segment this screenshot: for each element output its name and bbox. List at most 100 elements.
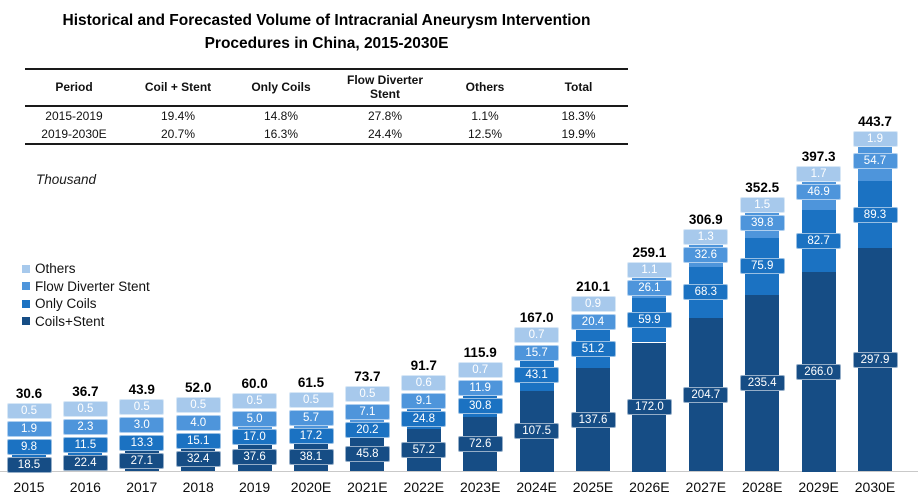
bar-value-label: 0.5 (288, 392, 334, 409)
bar-value-label: 1.3 (683, 228, 729, 245)
bar-value-label: 46.9 (796, 184, 842, 201)
table-cell: 20.7% (160, 126, 196, 141)
table-cell: 16.3% (263, 126, 299, 141)
bar-value-label: 5.7 (288, 410, 334, 427)
bar-value-label: 89.3 (852, 206, 898, 223)
legend-item-only-coils: Only Coils (22, 295, 150, 313)
table-row: 2019-2030E 20.7% 16.3% 24.4% 12.5% 19.9% (25, 125, 628, 144)
bar-value-label: 0.5 (119, 399, 165, 416)
table-header-total: Total (564, 80, 593, 95)
bar-value-label: 20.4 (570, 314, 616, 331)
bar-value-label: 1.5 (739, 197, 785, 214)
table-cell: 1.1% (471, 108, 499, 123)
table-cell: 19.9% (561, 126, 596, 141)
legend-swatch-icon (22, 264, 30, 273)
table-cell: 12.5% (467, 126, 503, 141)
bar-value-label: 1.7 (796, 166, 842, 183)
bar-value-label: 15.7 (514, 344, 560, 361)
bar-value-label: 9.1 (401, 393, 447, 410)
bar-value-label: 54.7 (852, 152, 898, 169)
bar-total-label: 306.9 (688, 211, 723, 227)
bar-value-label: 297.9 (852, 351, 898, 368)
x-axis-label: 2028E (741, 479, 783, 495)
bar-value-label: 38.1 (288, 449, 334, 466)
bar-value-label: 3.0 (119, 417, 165, 434)
bar-value-label: 1.1 (626, 261, 672, 278)
bar-value-label: 32.4 (175, 451, 221, 468)
table-header-row: Period Coil + Stent Only Coils Flow Dive… (25, 69, 628, 106)
bar-value-label: 172.0 (626, 399, 672, 415)
bar-value-label: 20.2 (344, 421, 390, 438)
bar-value-label: 57.2 (401, 442, 447, 459)
bar-value-label: 266.0 (796, 363, 842, 380)
bar-value-label: 1.9 (852, 131, 898, 148)
bar-total-label: 91.7 (410, 358, 437, 374)
bar-segment-flow-diverter-stent (294, 425, 328, 431)
cagr-table: Period Coil + Stent Only Coils Flow Dive… (25, 68, 628, 145)
bar-value-label: 17.2 (288, 428, 334, 445)
bar-value-label: 27.1 (119, 453, 165, 470)
table-cell: 27.8% (367, 108, 403, 123)
bar-value-label: 72.6 (457, 436, 503, 453)
x-axis-label: 2017 (126, 479, 158, 495)
bar-total-label: 61.5 (297, 375, 325, 391)
bar-value-label: 24.8 (401, 411, 447, 428)
bar-value-label: 37.6 (232, 449, 278, 466)
bar-value-label: 68.3 (683, 284, 729, 301)
bar-value-label: 59.9 (626, 312, 672, 329)
chart-title: Historical and Forecasted Volume of Intr… (62, 12, 591, 53)
bar-value-label: 18.5 (6, 456, 52, 473)
bar-value-label: 15.1 (175, 433, 221, 450)
bar-value-label: 5.0 (232, 410, 278, 427)
table-header-only-coils: Only Coils (251, 80, 311, 95)
bar-value-label: 4.0 (175, 415, 221, 432)
bar-total-label: 115.9 (463, 344, 497, 360)
bar-total-label: 167.0 (519, 309, 554, 325)
bar-total-label: 43.9 (128, 382, 155, 398)
table-header-others: Others (465, 80, 505, 95)
bar-total-label: 36.7 (72, 384, 99, 400)
x-axis-label: 2020E (290, 479, 332, 495)
bar-value-label: 0.5 (344, 385, 390, 402)
bar-value-label: 235.4 (739, 375, 785, 392)
bar-value-label: 22.4 (62, 455, 108, 472)
legend-label: Only Coils (35, 296, 97, 312)
bar-value-label: 26.1 (626, 279, 672, 296)
x-axis-label: 2029E (798, 479, 839, 495)
bar-value-label: 75.9 (739, 258, 785, 275)
bar-value-label: 1.9 (6, 420, 52, 437)
bar-value-label: 32.6 (683, 246, 729, 263)
bar-value-label: 39.8 (739, 215, 785, 232)
bar-total-label: 210.1 (576, 279, 610, 295)
table-cell: 2019-2030E (41, 126, 107, 141)
bar-value-label: 13.3 (119, 435, 165, 452)
bar-value-label: 0.5 (175, 397, 221, 414)
table-header-flow-diverter-stent: Flow Diverter Stent (346, 73, 424, 102)
bar-value-label: 2.3 (62, 419, 108, 436)
bar-value-label: 0.5 (62, 401, 108, 418)
x-axis-label: 2022E (403, 479, 445, 495)
table-cell: 14.8% (263, 108, 299, 123)
bar-value-label: 43.1 (514, 366, 560, 383)
bar-value-label: 11.5 (62, 437, 108, 454)
bar-value-label: 9.8 (6, 438, 52, 455)
x-axis-label: 2026E (629, 479, 670, 495)
chart-legend: Others Flow Diverter Stent Only Coils Coils… (22, 260, 150, 330)
x-axis-label: 2024E (516, 479, 557, 495)
bar-total-label: 397.3 (801, 149, 836, 165)
bar-value-label: 17.0 (232, 428, 278, 445)
x-axis-label: 2016 (69, 479, 101, 495)
bar-value-label: 0.7 (457, 361, 503, 378)
bar-value-label: 0.5 (6, 402, 52, 419)
table-header-period: Period (55, 80, 93, 95)
legend-label: Flow Diverter Stent (35, 278, 150, 294)
bar-value-label: 11.9 (457, 379, 503, 396)
x-axis-label: 2025E (572, 479, 614, 495)
bar-value-label: 51.2 (570, 341, 616, 358)
bar-total-label: 352.5 (745, 180, 780, 196)
x-axis-line (0, 471, 918, 472)
bar-total-label: 259.1 (632, 244, 667, 260)
table-cell: 2015-2019 (45, 108, 103, 123)
table-cell: 18.3% (561, 108, 596, 123)
legend-item-flow-diverter-stent: Flow Diverter Stent (22, 278, 150, 296)
